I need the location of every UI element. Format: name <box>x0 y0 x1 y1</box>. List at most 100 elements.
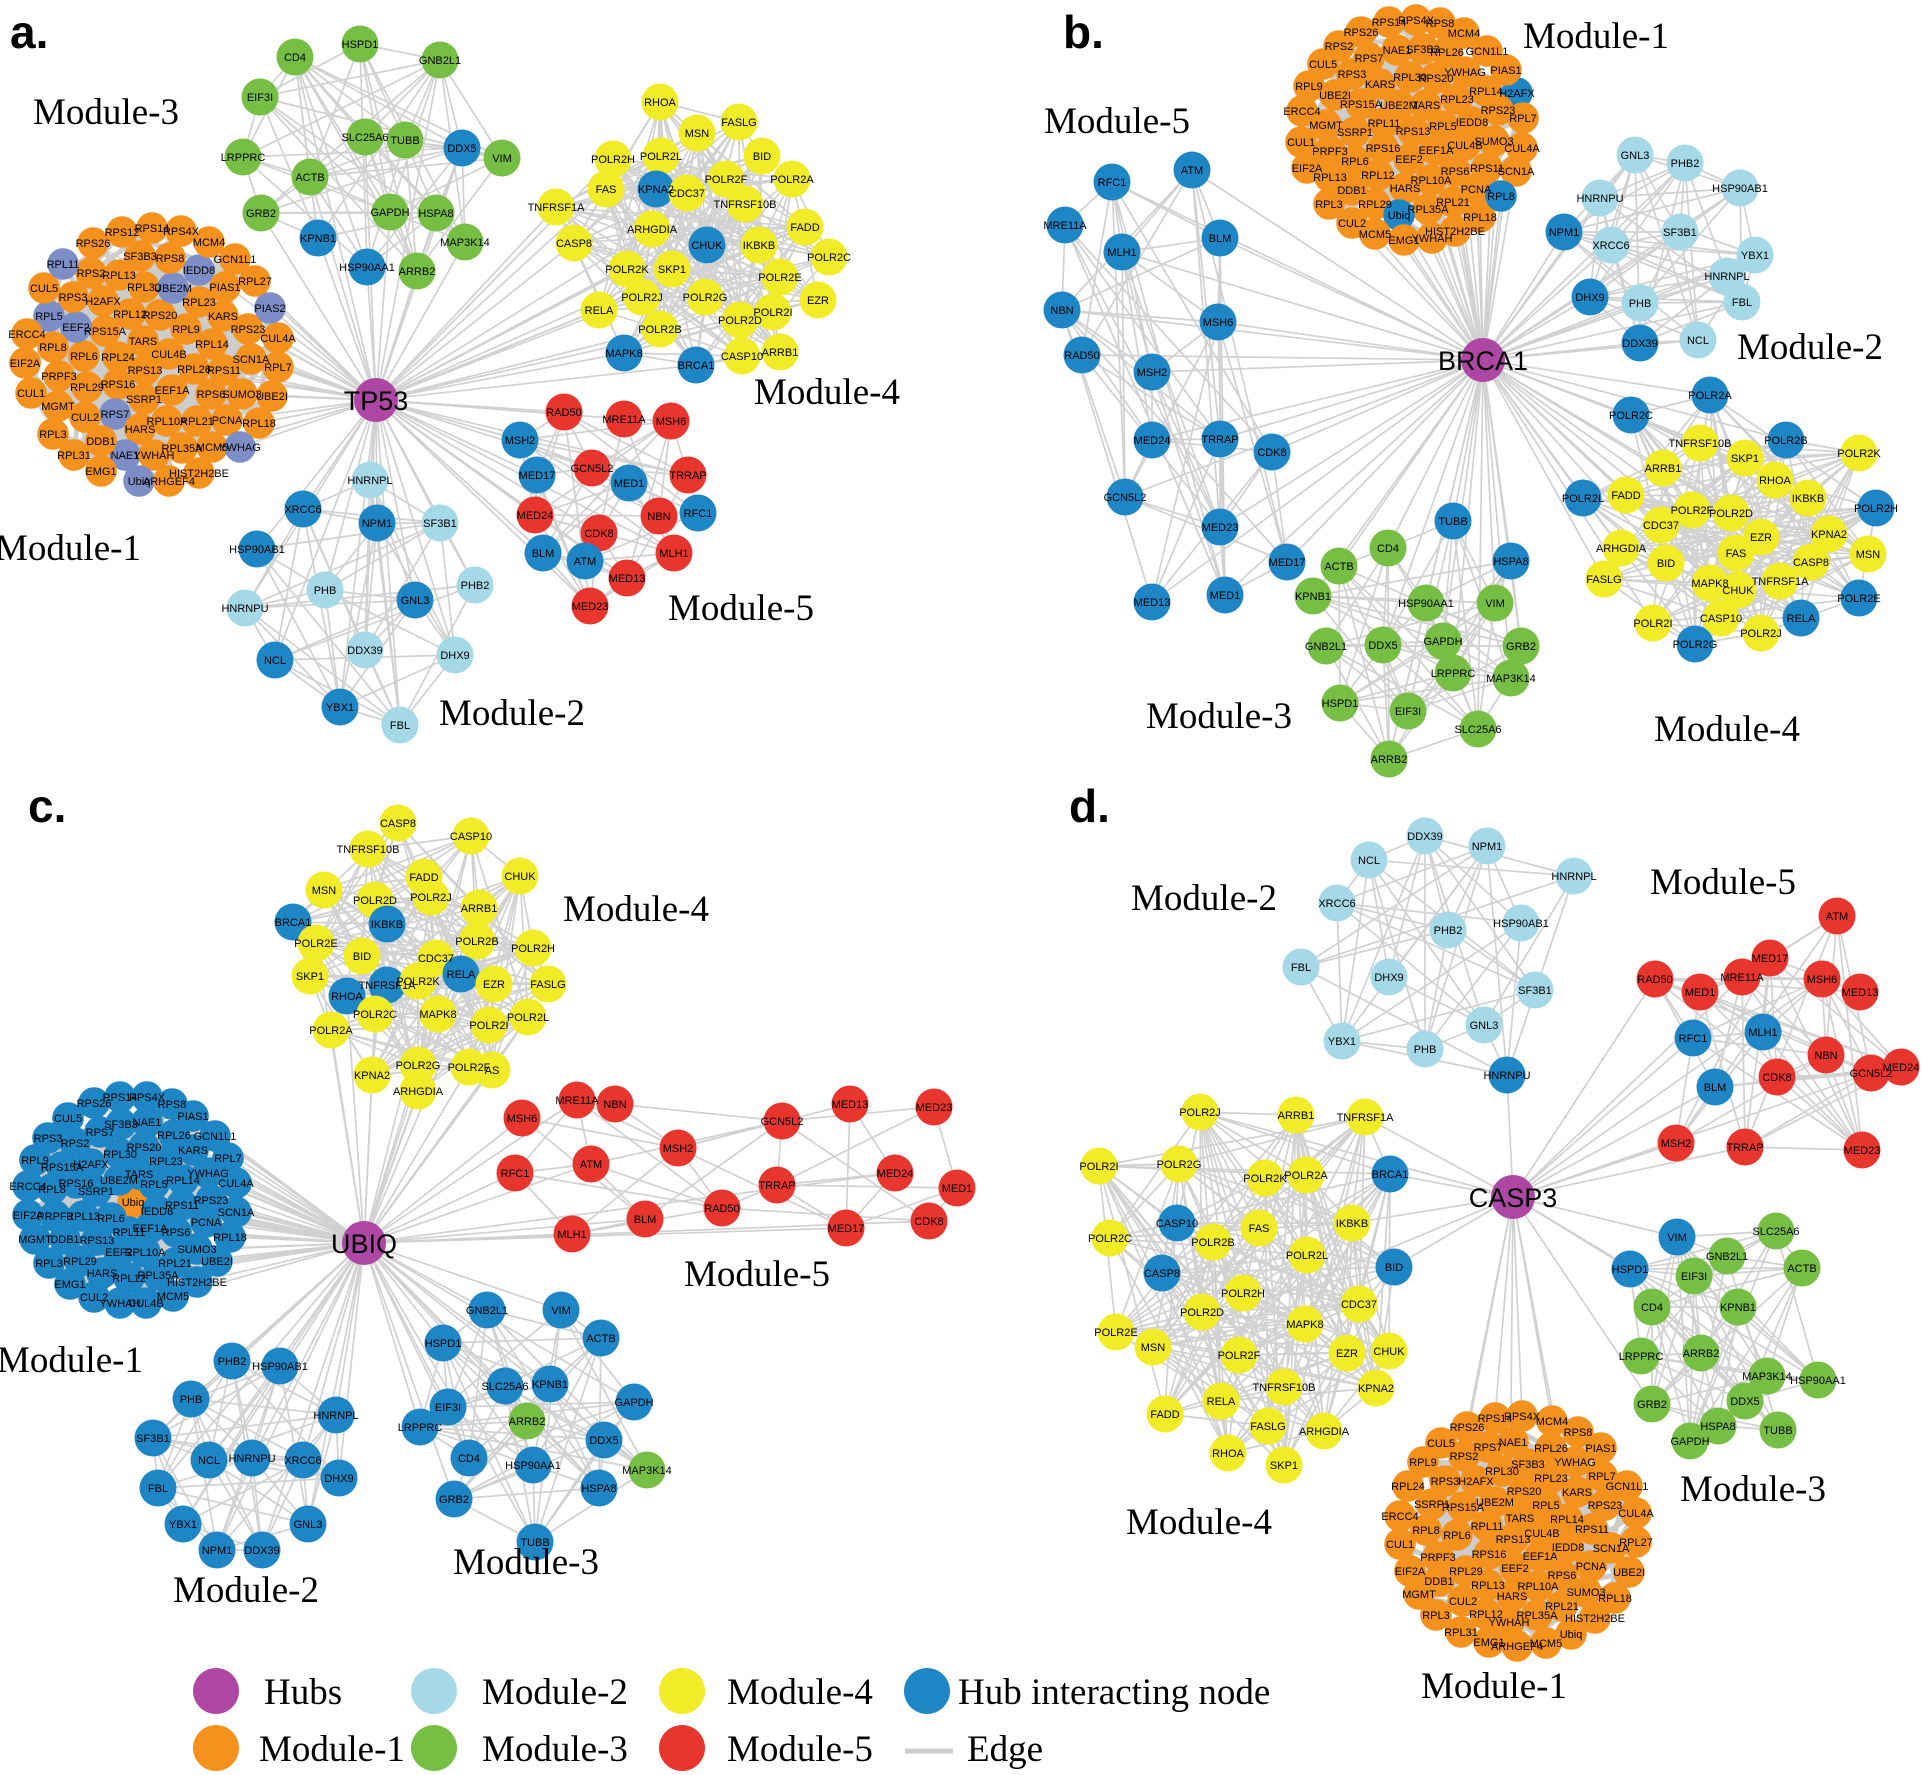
svg-text:CASP10: CASP10 <box>1156 1218 1198 1230</box>
svg-text:TNFRSF10B: TNFRSF10B <box>1669 438 1732 450</box>
svg-text:TNFRSF10B: TNFRSF10B <box>714 199 777 211</box>
svg-text:SKP1: SKP1 <box>296 971 324 983</box>
svg-text:HARS: HARS <box>1390 183 1421 195</box>
svg-text:DDX39: DDX39 <box>1407 831 1442 843</box>
svg-text:MED24: MED24 <box>1134 435 1171 447</box>
svg-text:RPL14: RPL14 <box>166 1175 200 1187</box>
svg-text:GNL3: GNL3 <box>1470 1020 1499 1032</box>
svg-text:RPL27: RPL27 <box>238 276 272 288</box>
svg-text:HSPA8: HSPA8 <box>418 208 453 220</box>
svg-text:BRCA1: BRCA1 <box>678 360 715 372</box>
svg-text:Module-5: Module-5 <box>1044 101 1190 142</box>
svg-text:TNFRSF10B: TNFRSF10B <box>337 844 400 856</box>
svg-text:RPS16: RPS16 <box>101 379 136 391</box>
svg-text:CUL4B: CUL4B <box>128 1298 163 1310</box>
svg-text:DDX5: DDX5 <box>1730 1396 1759 1408</box>
svg-text:RPL26: RPL26 <box>177 364 211 376</box>
svg-text:DDX39: DDX39 <box>244 1545 279 1557</box>
svg-text:RPS23: RPS23 <box>1588 1500 1623 1512</box>
svg-text:HNRNPU: HNRNPU <box>228 1453 275 1465</box>
svg-text:MAP3K14: MAP3K14 <box>440 237 490 249</box>
svg-text:FADD: FADD <box>790 222 819 234</box>
svg-text:HNRNPU: HNRNPU <box>221 603 268 615</box>
svg-text:NCL: NCL <box>198 1455 220 1467</box>
svg-text:EIF3I: EIF3I <box>1681 1271 1707 1283</box>
svg-text:DDB1: DDB1 <box>86 436 115 448</box>
svg-text:RPS15A: RPS15A <box>1442 1502 1485 1514</box>
svg-text:GAPDH: GAPDH <box>614 1397 653 1409</box>
svg-text:CASP8: CASP8 <box>1144 1268 1180 1280</box>
svg-text:XRCC6: XRCC6 <box>1592 240 1629 252</box>
svg-text:RPS7: RPS7 <box>1474 1442 1503 1454</box>
svg-text:RPL6: RPL6 <box>97 1213 125 1225</box>
svg-text:RPS26: RPS26 <box>77 1098 112 1110</box>
svg-text:ERCC4: ERCC4 <box>1381 1511 1418 1523</box>
svg-text:EIF3I: EIF3I <box>435 1402 461 1414</box>
svg-text:POLR2K: POLR2K <box>396 976 440 988</box>
svg-text:EIF3I: EIF3I <box>1395 706 1421 718</box>
svg-text:GRB2: GRB2 <box>1506 641 1536 653</box>
svg-text:RPL14: RPL14 <box>195 339 229 351</box>
svg-text:Module-5: Module-5 <box>1650 862 1796 903</box>
svg-text:MCM5: MCM5 <box>1530 1638 1562 1650</box>
svg-text:GCN5L2: GCN5L2 <box>1104 492 1147 504</box>
svg-text:TNFRSF1A: TNFRSF1A <box>359 980 417 992</box>
svg-text:POLR2H: POLR2H <box>511 943 555 955</box>
svg-text:MGMT: MGMT <box>1402 1589 1436 1601</box>
svg-text:PRPF3: PRPF3 <box>41 371 76 383</box>
svg-text:MED17: MED17 <box>1752 953 1789 965</box>
svg-text:Module-4: Module-4 <box>1654 709 1800 750</box>
svg-text:PHB2: PHB2 <box>1434 925 1463 937</box>
svg-text:CUL4A: CUL4A <box>260 333 296 345</box>
svg-text:CUL1: CUL1 <box>1287 137 1315 149</box>
svg-text:RHOA: RHOA <box>644 97 676 109</box>
svg-text:H2AFX: H2AFX <box>1499 88 1535 100</box>
svg-text:XRCC6: XRCC6 <box>1318 898 1355 910</box>
svg-text:GNB2L1: GNB2L1 <box>466 1305 508 1317</box>
svg-text:SF3B1: SF3B1 <box>423 518 457 530</box>
svg-text:RPS3: RPS3 <box>34 1133 63 1145</box>
svg-text:POLR2F: POLR2F <box>1671 505 1714 517</box>
svg-text:NPM1: NPM1 <box>362 518 393 530</box>
svg-text:RPS16: RPS16 <box>1472 1549 1507 1561</box>
svg-text:LRPPRC: LRPPRC <box>1619 1351 1664 1363</box>
svg-text:EEF1A: EEF1A <box>155 385 191 397</box>
svg-text:RPL7: RPL7 <box>1588 1471 1616 1483</box>
svg-text:RPL26: RPL26 <box>157 1130 191 1142</box>
svg-text:SUMO3: SUMO3 <box>1566 1587 1605 1599</box>
svg-text:GCN5L2: GCN5L2 <box>761 1116 804 1128</box>
svg-text:EEF1A: EEF1A <box>133 1223 169 1235</box>
svg-text:RPL35A: RPL35A <box>162 443 204 455</box>
svg-text:CASP8: CASP8 <box>1793 557 1829 569</box>
svg-text:RAD50: RAD50 <box>1064 350 1099 362</box>
svg-text:MAP3K14: MAP3K14 <box>1486 673 1536 685</box>
svg-text:RPS16: RPS16 <box>1366 143 1401 155</box>
svg-text:ARRB2: ARRB2 <box>509 1416 546 1428</box>
svg-text:POLR2J: POLR2J <box>410 892 452 904</box>
svg-text:SLC25A6: SLC25A6 <box>481 1381 528 1393</box>
svg-text:RPL23: RPL23 <box>1440 94 1474 106</box>
svg-text:CD4: CD4 <box>458 1453 480 1465</box>
svg-text:POLR2K: POLR2K <box>605 264 649 276</box>
svg-text:RPL26: RPL26 <box>1430 47 1464 59</box>
svg-text:RPL18: RPL18 <box>1463 212 1497 224</box>
svg-text:Edge: Edge <box>967 1729 1043 1770</box>
svg-text:POLR2L: POLR2L <box>1562 493 1604 505</box>
svg-text:SCN1A: SCN1A <box>1498 166 1535 178</box>
svg-text:HSP90AA1: HSP90AA1 <box>339 262 395 274</box>
svg-text:RHOA: RHOA <box>1212 1448 1244 1460</box>
svg-text:PRPF3: PRPF3 <box>37 1211 72 1223</box>
svg-text:RPS3: RPS3 <box>59 292 88 304</box>
svg-text:Ubiq: Ubiq <box>128 476 151 488</box>
svg-text:EIF3I: EIF3I <box>247 92 273 104</box>
svg-text:KARS: KARS <box>1365 79 1395 91</box>
svg-text:HNRNPL: HNRNPL <box>313 1410 358 1422</box>
svg-text:RPS8: RPS8 <box>1426 18 1455 30</box>
svg-text:SUMO3: SUMO3 <box>177 1244 216 1256</box>
svg-text:RPS4X: RPS4X <box>1504 1411 1541 1423</box>
svg-text:HSPA8: HSPA8 <box>1493 556 1528 568</box>
svg-text:EMG1: EMG1 <box>1388 235 1419 247</box>
svg-text:HSPD1: HSPD1 <box>342 39 379 51</box>
svg-text:RPL35A: RPL35A <box>1408 204 1450 216</box>
svg-text:MED23: MED23 <box>916 1102 953 1114</box>
